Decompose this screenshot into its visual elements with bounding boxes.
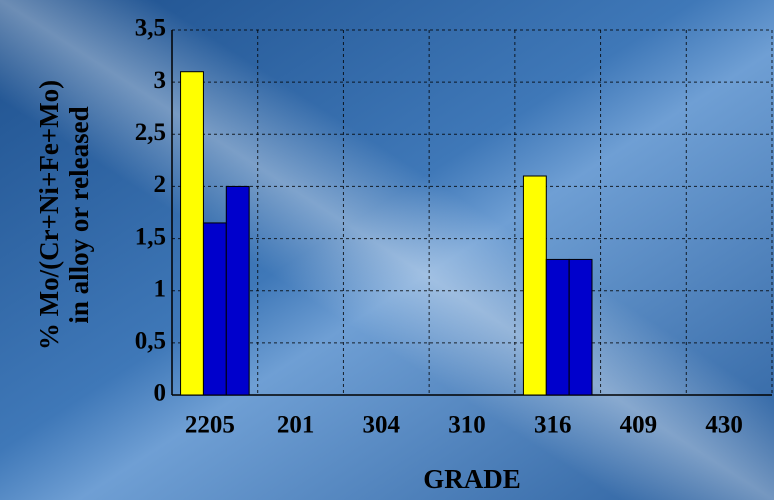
y-tick-label: 3: [154, 67, 167, 94]
y-axis-title-line: % Mo/(Cr+Ni+Fe+Mo): [34, 80, 64, 350]
y-tick-label: 0: [154, 380, 167, 407]
y-tick-label: 2,5: [135, 119, 166, 146]
y-tick-label: 0,5: [135, 328, 166, 355]
bar: [522, 175, 547, 396]
x-axis-title: GRADE: [423, 464, 521, 494]
x-tick-label: 304: [363, 412, 401, 439]
x-tick-label: 409: [620, 412, 658, 439]
x-tick-label: 201: [277, 412, 315, 439]
x-tick-label: 2205: [185, 412, 235, 439]
x-tick-label: 316: [534, 412, 572, 439]
bar: [202, 222, 227, 396]
y-tick-label: 2: [154, 171, 167, 198]
bar: [545, 258, 570, 396]
y-axis-title: % Mo/(Cr+Ni+Fe+Mo) in alloy or released: [34, 80, 94, 350]
y-tick-label: 3,5: [135, 15, 166, 42]
x-tick-label: 310: [448, 412, 486, 439]
y-tick-label: 1: [154, 275, 167, 302]
x-tick-label: 430: [705, 412, 743, 439]
bar: [180, 71, 204, 396]
y-tick-label: 1,5: [135, 223, 166, 250]
y-axis-title-line: in alloy or released: [64, 106, 94, 323]
bar: [225, 185, 250, 396]
bar: [568, 258, 593, 396]
